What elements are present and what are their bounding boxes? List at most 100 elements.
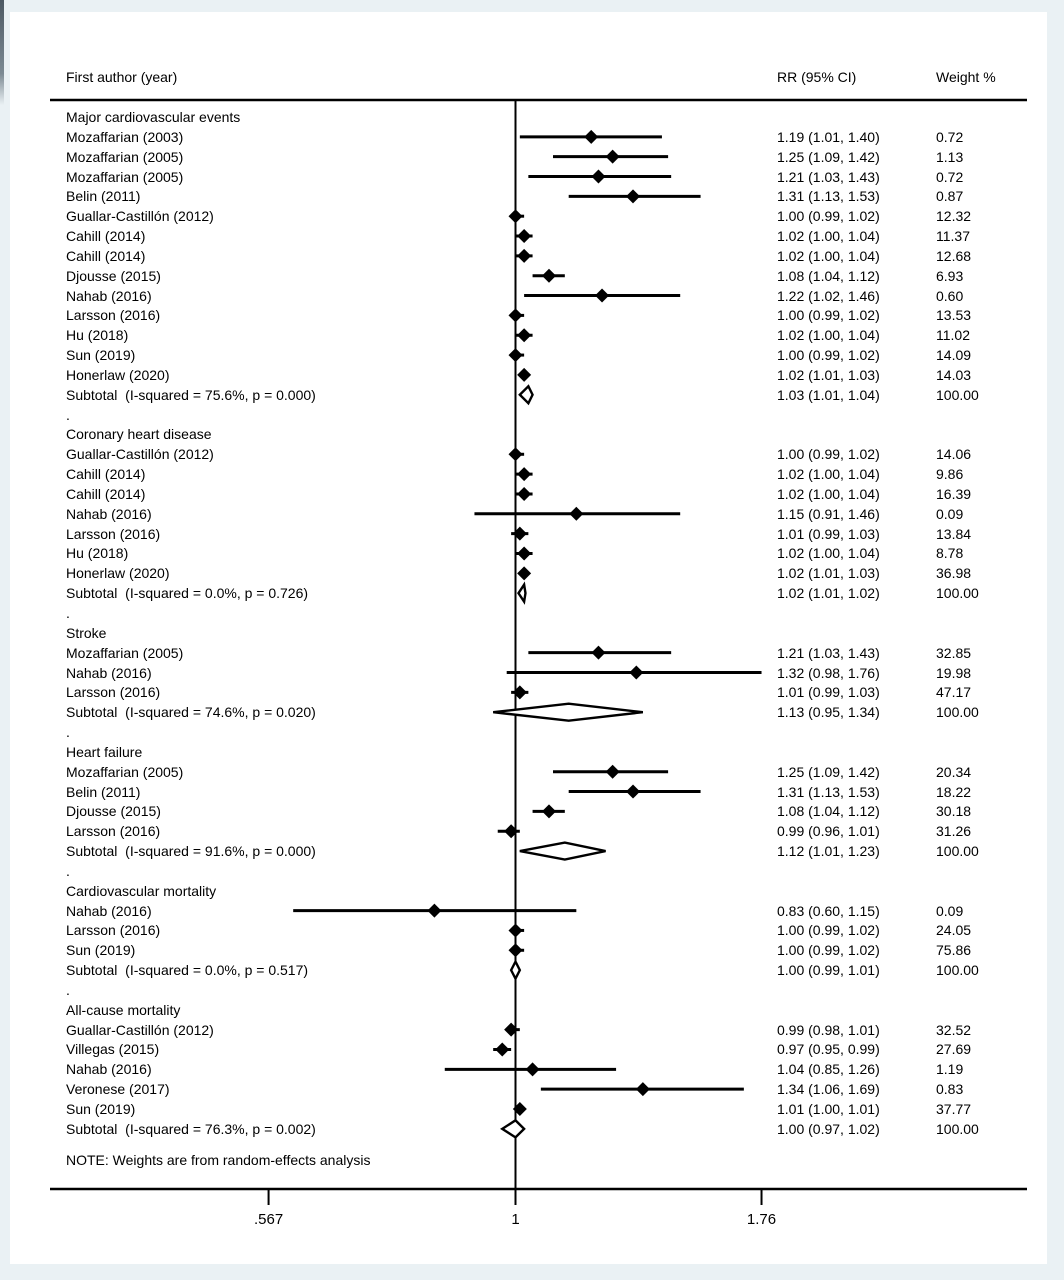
study-weight-value: 19.98 [936,664,972,681]
study-label: Guallar-Castillón (2012) [66,446,214,463]
study-weight-value: 11.37 [936,228,970,245]
study-label: Honerlaw (2020) [66,565,170,582]
study-weight-value: 9.86 [936,466,964,483]
subtotal-weight-value: 100.00 [936,585,979,602]
study-label: Belin (2011) [66,188,141,205]
study-label: Nahab (2016) [66,287,152,304]
subtotal-label: Subtotal (I-squared = 91.6%, p = 0.000) [66,843,316,860]
study-weight-value: 0.87 [936,188,964,205]
study-rr-value: 1.21 (1.03, 1.43) [777,644,880,661]
study-label: Nahab (2016) [66,505,152,522]
study-label: Mozaffarian (2005) [66,148,184,165]
study-weight-value: 11.02 [936,327,970,344]
section-title: All-cause mortality [66,1001,181,1018]
section-title: Major cardiovascular events [66,109,241,125]
study-weight-value: 16.39 [936,485,972,502]
point-estimate-diamond [427,903,442,918]
point-estimate-diamond [508,308,523,323]
separator-dot: . [66,981,70,998]
subtotal-rr-value: 1.00 (0.97, 1.02) [777,1120,880,1137]
study-weight-value: 13.53 [936,307,972,324]
point-estimate-diamond [517,546,532,561]
point-estimate-diamond [635,1082,650,1097]
study-label: Nahab (2016) [66,902,152,919]
study-weight-value: 75.86 [936,942,972,959]
study-rr-value: 1.00 (0.99, 1.02) [777,307,880,324]
subtotal-label: Subtotal (I-squared = 74.6%, p = 0.020) [66,704,316,721]
point-estimate-diamond [504,1022,519,1037]
point-estimate-diamond [626,189,641,204]
point-estimate-diamond [512,685,527,700]
subtotal-weight-value: 100.00 [936,843,979,860]
point-estimate-diamond [517,566,532,581]
study-rr-value: 1.01 (0.99, 1.03) [777,684,880,701]
point-estimate-diamond [504,824,519,839]
separator-dot: . [66,862,70,879]
study-rr-value: 1.01 (0.99, 1.03) [777,525,880,542]
point-estimate-diamond [517,367,532,382]
subtotal-label: Subtotal (I-squared = 75.6%, p = 0.000) [66,386,316,403]
study-weight-value: 20.34 [936,763,972,780]
study-rr-value: 1.02 (1.00, 1.04) [777,327,880,344]
study-weight-value: 0.60 [936,287,964,304]
figure-background [10,12,1047,1264]
study-weight-value: 24.05 [936,922,972,939]
study-weight-value: 32.52 [936,1021,972,1038]
section-title: Cardiovascular mortality [66,882,217,899]
study-label: Guallar-Castillón (2012) [66,208,214,225]
subtotal-label: Subtotal (I-squared = 0.0%, p = 0.726) [66,585,309,602]
study-weight-value: 31.26 [936,823,972,840]
point-estimate-diamond [629,665,644,680]
study-label: Cahill (2014) [66,228,146,245]
subtotal-label: Subtotal (I-squared = 76.3%, p = 0.002) [66,1120,316,1137]
study-label: Sun (2019) [66,347,136,364]
point-estimate-diamond [525,1062,540,1077]
point-estimate-diamond [508,943,523,958]
study-weight-value: 1.19 [936,1061,964,1078]
study-rr-value: 1.25 (1.09, 1.42) [777,763,880,780]
axis-tick-label: .567 [253,1211,284,1228]
point-estimate-diamond [569,506,584,521]
subtotal-rr-value: 1.00 (0.99, 1.01) [777,962,880,979]
axis-tick-label: 1.76 [746,1211,777,1228]
study-rr-value: 1.00 (0.99, 1.02) [777,922,880,939]
study-rr-value: 1.15 (0.91, 1.46) [777,505,880,522]
point-estimate-diamond [626,784,641,799]
study-weight-value: 0.09 [936,902,964,919]
study-label: Larsson (2016) [66,823,161,840]
study-weight-value: 8.78 [936,545,964,562]
study-label: Hu (2018) [66,545,129,562]
study-weight-value: 14.06 [936,446,972,463]
study-rr-value: 1.02 (1.00, 1.04) [777,485,880,502]
point-estimate-diamond [541,804,556,819]
study-weight-value: 6.93 [936,267,964,284]
point-estimate-diamond [508,209,523,224]
study-label: Cahill (2014) [66,247,146,264]
study-weight-value: 30.18 [936,803,972,820]
study-rr-value: 1.02 (1.00, 1.04) [777,247,880,264]
subtotal-weight-value: 100.00 [936,1120,979,1137]
point-estimate-diamond [584,129,599,144]
study-weight-value: 18.22 [936,783,972,800]
study-rr-value: 1.01 (1.00, 1.01) [777,1101,880,1117]
study-weight-value: 32.85 [936,644,972,661]
subtotal-diamond [518,384,534,406]
study-weight-value: 36.98 [936,565,972,582]
point-estimate-diamond [512,526,527,541]
study-rr-value: 1.04 (0.85, 1.26) [777,1061,880,1078]
study-rr-value: 1.00 (0.99, 1.02) [777,446,880,463]
study-rr-value: 1.02 (1.01, 1.03) [777,366,880,383]
subtotal-rr-value: 1.12 (1.01, 1.23) [777,843,880,860]
subtotal-diamond [509,958,522,982]
study-rr-value: 1.25 (1.09, 1.42) [777,148,880,165]
study-weight-value: 14.03 [936,366,972,383]
subtotal-weight-value: 100.00 [936,386,979,403]
separator-dot: . [66,605,70,621]
study-rr-value: 1.02 (1.00, 1.04) [777,545,880,562]
point-estimate-diamond [591,645,606,660]
study-weight-value: 12.68 [936,247,972,264]
section-title: Coronary heart disease [66,426,212,443]
separator-dot: . [66,724,70,741]
study-rr-value: 0.99 (0.98, 1.01) [777,1021,880,1038]
study-weight-value: 12.32 [936,208,972,225]
